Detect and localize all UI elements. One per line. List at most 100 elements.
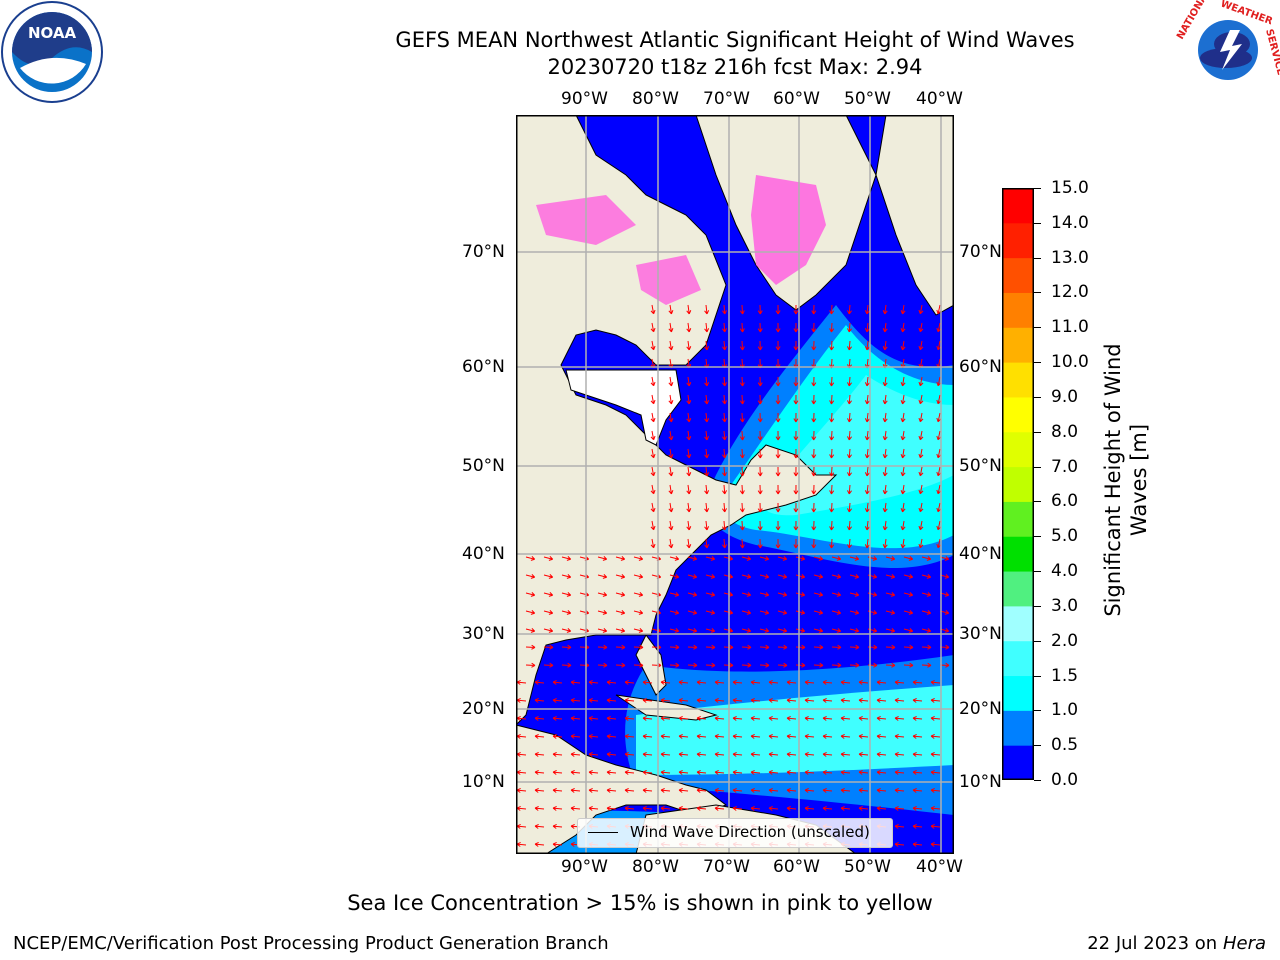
colorbar-title: Significant Height of Wind Waves [m] (1100, 180, 1160, 780)
wave-direction-arrow (624, 769, 635, 775)
wave-direction-arrow (543, 592, 554, 597)
wave-direction-arrow (543, 556, 554, 561)
wave-direction-arrow (687, 628, 698, 633)
wave-direction-arrow (775, 520, 781, 531)
wave-direction-arrow (534, 715, 545, 721)
wave-direction-arrow (829, 502, 835, 513)
wave-direction-arrow (831, 574, 842, 579)
nws-logo: NATIONAL WEATHER SERVICE (1175, 0, 1280, 100)
wave-direction-arrow (831, 628, 842, 633)
colorbar-segment (1002, 257, 1034, 293)
wave-direction-arrow (921, 556, 932, 561)
wave-direction-arrow (840, 679, 851, 685)
wave-direction-arrow (894, 805, 905, 811)
wave-direction-arrow (885, 574, 896, 579)
wave-direction-arrow (739, 538, 745, 549)
colorbar-segment (1002, 431, 1034, 468)
wave-direction-arrow (768, 679, 779, 685)
wave-direction-arrow (597, 644, 608, 650)
wave-direction-arrow (918, 376, 924, 387)
wave-direction-arrow (757, 394, 763, 405)
trade-wind-peak (636, 685, 954, 775)
wave-direction-arrow (597, 628, 608, 633)
colorbar-tick-mark (1034, 396, 1041, 398)
wave-direction-arrow (732, 805, 743, 811)
wave-direction-arrow (864, 304, 870, 315)
wave-direction-arrow (722, 304, 727, 315)
wave-direction-arrow (722, 466, 727, 477)
wave-direction-arrow (597, 592, 608, 597)
wave-direction-arrow (882, 376, 888, 387)
wave-direction-arrow (732, 715, 743, 721)
wave-direction-arrow (849, 662, 860, 668)
wave-direction-arrow (633, 592, 644, 597)
wave-direction-arrow (525, 628, 536, 633)
wave-direction-arrow (642, 697, 653, 703)
wave-direction-arrow (829, 430, 835, 441)
colorbar-segment (1002, 640, 1034, 677)
wave-direction-arrow (900, 520, 906, 531)
wave-direction-arrow (930, 787, 941, 793)
wave-direction-arrow (777, 662, 788, 668)
wave-direction-arrow (930, 697, 941, 703)
wave-direction-arrow (704, 394, 710, 405)
wave-direction-arrow (732, 697, 743, 703)
wave-direction-arrow (918, 484, 924, 495)
wave-direction-arrow (811, 340, 817, 351)
wave-direction-arrow (516, 841, 527, 847)
wave-direction-arrow (847, 520, 852, 531)
wave-direction-arrow (668, 484, 674, 495)
wave-direction-arrow (885, 662, 896, 668)
wave-direction-arrow (903, 644, 914, 650)
wave-direction-arrow (642, 733, 653, 739)
wave-direction-arrow (811, 394, 817, 405)
noaa-logo: NOAA (0, 0, 104, 104)
wave-direction-arrow (588, 751, 599, 757)
wave-direction-arrow (696, 787, 707, 793)
wave-direction-arrow (885, 556, 896, 561)
colorbar-segment (1002, 571, 1034, 607)
title-line-1: GEFS MEAN Northwest Atlantic Significant… (395, 28, 1075, 52)
wave-direction-arrow (570, 697, 581, 703)
colorbar-tick-mark (1034, 466, 1041, 468)
wave-direction-arrow (642, 805, 653, 811)
wave-direction-arrow (894, 751, 905, 757)
colorbar-segment (1002, 292, 1034, 328)
wave-direction-arrow (705, 610, 716, 615)
wave-direction-arrow (900, 304, 906, 315)
wave-direction-arrow (793, 304, 799, 315)
wave-direction-arrow (900, 322, 906, 333)
wave-direction-arrow (786, 769, 797, 775)
wave-direction-arrow (678, 805, 689, 811)
wave-direction-arrow (775, 484, 781, 495)
wave-direction-arrow (722, 322, 727, 333)
wave-direction-arrow (739, 394, 745, 405)
wave-direction-arrow (900, 394, 906, 405)
wave-direction-arrow (876, 751, 887, 757)
wave-direction-arrow (650, 484, 656, 495)
wave-direction-arrow (750, 769, 761, 775)
wave-direction-arrow (811, 376, 817, 387)
wave-direction-arrow (912, 841, 923, 847)
wave-direction-arrow (615, 644, 626, 650)
wave-direction-arrow (606, 787, 617, 793)
wave-direction-arrow (795, 662, 806, 668)
colorbar-segment (1002, 745, 1034, 781)
colorbar-segment (1002, 536, 1034, 572)
wave-direction-arrow (894, 769, 905, 775)
wave-direction-arrow (900, 376, 906, 387)
wave-direction-arrow (705, 662, 716, 668)
colorbar-tick-mark (1034, 431, 1041, 433)
wave-direction-arrow (552, 751, 563, 757)
wave-direction-arrow (918, 520, 924, 531)
wave-direction-arrow (793, 448, 799, 459)
colorbar-segment (1002, 501, 1034, 537)
wave-direction-arrow (829, 376, 835, 387)
wave-direction-arrow (882, 412, 888, 423)
wave-direction-arrow (704, 466, 710, 477)
wave-direction-arrow (894, 697, 905, 703)
wave-direction-arrow (918, 322, 924, 333)
wave-direction-arrow (831, 610, 842, 615)
wave-direction-arrow (840, 715, 851, 721)
wave-direction-arrow (930, 769, 941, 775)
